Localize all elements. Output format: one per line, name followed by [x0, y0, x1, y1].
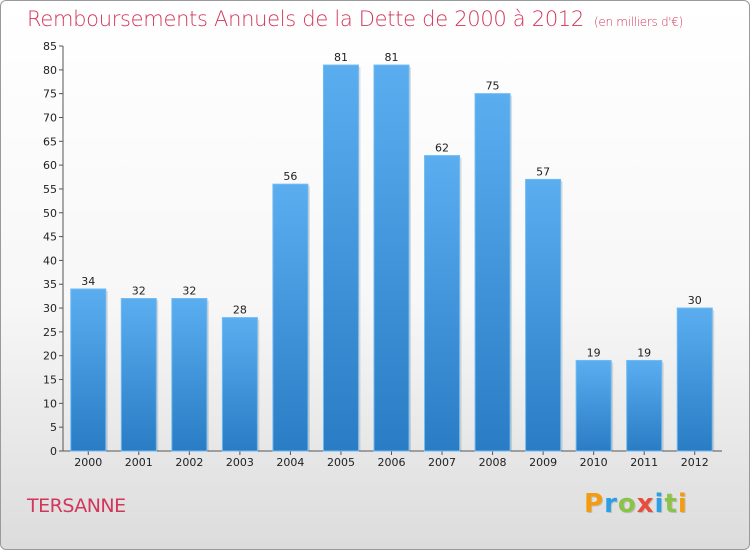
bar-value-label: 81 [334, 51, 348, 64]
proxiti-logo: Proxiti [584, 489, 688, 519]
x-tick-label: 2009 [529, 456, 557, 469]
bar-value-label: 81 [385, 51, 399, 64]
logo-letter: i [654, 489, 665, 519]
x-tick-label: 2007 [428, 456, 456, 469]
bar-value-label: 62 [435, 142, 449, 155]
bar-2009 [525, 178, 562, 452]
chart-unit-label: (en milliers d'€) [594, 15, 684, 29]
logo-letter: P [584, 489, 605, 519]
x-tick-label: 2002 [175, 456, 203, 469]
y-tick-label: 55 [43, 183, 57, 196]
y-tick-label: 75 [43, 88, 57, 101]
y-tick-label: 35 [43, 278, 57, 291]
y-tick-label: 25 [43, 326, 57, 339]
x-tick-label: 2011 [630, 456, 658, 469]
logo-letter: r [604, 489, 618, 519]
x-tick-label: 2006 [378, 456, 406, 469]
y-tick-label: 60 [43, 159, 57, 172]
bar-value-label: 30 [688, 294, 702, 307]
y-tick-label: 15 [43, 374, 57, 387]
bar-2007 [424, 155, 461, 452]
y-tick-label: 70 [43, 111, 57, 124]
y-tick-label: 30 [43, 302, 57, 315]
y-tick-label: 20 [43, 350, 57, 363]
x-tick-label: 2008 [479, 456, 507, 469]
x-tick-label: 2012 [681, 456, 709, 469]
y-tick-label: 80 [43, 64, 57, 77]
y-tick-label: 45 [43, 231, 57, 244]
logo-letter: t [664, 489, 678, 519]
place-name: TERSANNE [27, 495, 126, 517]
logo-letter: i [677, 489, 688, 519]
x-tick-label: 2005 [327, 456, 355, 469]
bar-value-label: 28 [233, 304, 247, 317]
y-tick-label: 65 [43, 135, 57, 148]
y-axis: 0 5 10 15 20 25 30 35 40 45 50 55 60 65 70 75 80 85 [43, 40, 64, 458]
logo-letter: o [617, 489, 637, 519]
bar-2001 [120, 298, 157, 452]
bar-2006 [373, 64, 410, 452]
x-tick-label: 2010 [580, 456, 608, 469]
bar-2002 [171, 298, 208, 452]
y-tick-label: 85 [43, 40, 57, 53]
x-axis: 2000 2001 2002 2003 2004 2005 2006 2007 2008 2009… [63, 450, 722, 469]
bar-2005 [322, 64, 359, 452]
bar-2004 [272, 183, 309, 452]
bar-value-label: 32 [182, 285, 196, 298]
bar-value-label: 19 [637, 346, 651, 359]
x-tick-label: 2004 [276, 456, 304, 469]
x-tick-label: 2000 [74, 456, 102, 469]
y-tick-label: 5 [50, 421, 57, 434]
y-tick-label: 40 [43, 254, 57, 267]
bar-value-label: 75 [486, 80, 500, 93]
y-tick-label: 50 [43, 207, 57, 220]
bar-value-label: 57 [536, 165, 550, 178]
bar-value-label: 19 [587, 346, 601, 359]
logo-letter: x [636, 489, 655, 519]
y-tick-label: 10 [43, 397, 57, 410]
bar-value-label: 34 [81, 275, 95, 288]
x-tick-label: 2003 [226, 456, 254, 469]
bar-2003 [221, 317, 258, 452]
bars-group: 34 32 32 28 56 81 81 62 75 57 19 19 30 [70, 51, 715, 452]
bar-2011 [626, 359, 663, 452]
chart-title: Remboursements Annuels de la Dette de 20… [27, 7, 683, 31]
bar-value-label: 32 [132, 285, 146, 298]
bar-2012 [676, 307, 713, 452]
bar-2008 [474, 93, 511, 452]
y-tick-label: 0 [50, 445, 57, 458]
bar-value-label: 56 [283, 170, 297, 183]
bar-2010 [575, 359, 612, 452]
chart-title-text: Remboursements Annuels de la Dette de 20… [27, 7, 584, 31]
bar-2000 [70, 288, 107, 452]
x-tick-label: 2001 [125, 456, 153, 469]
